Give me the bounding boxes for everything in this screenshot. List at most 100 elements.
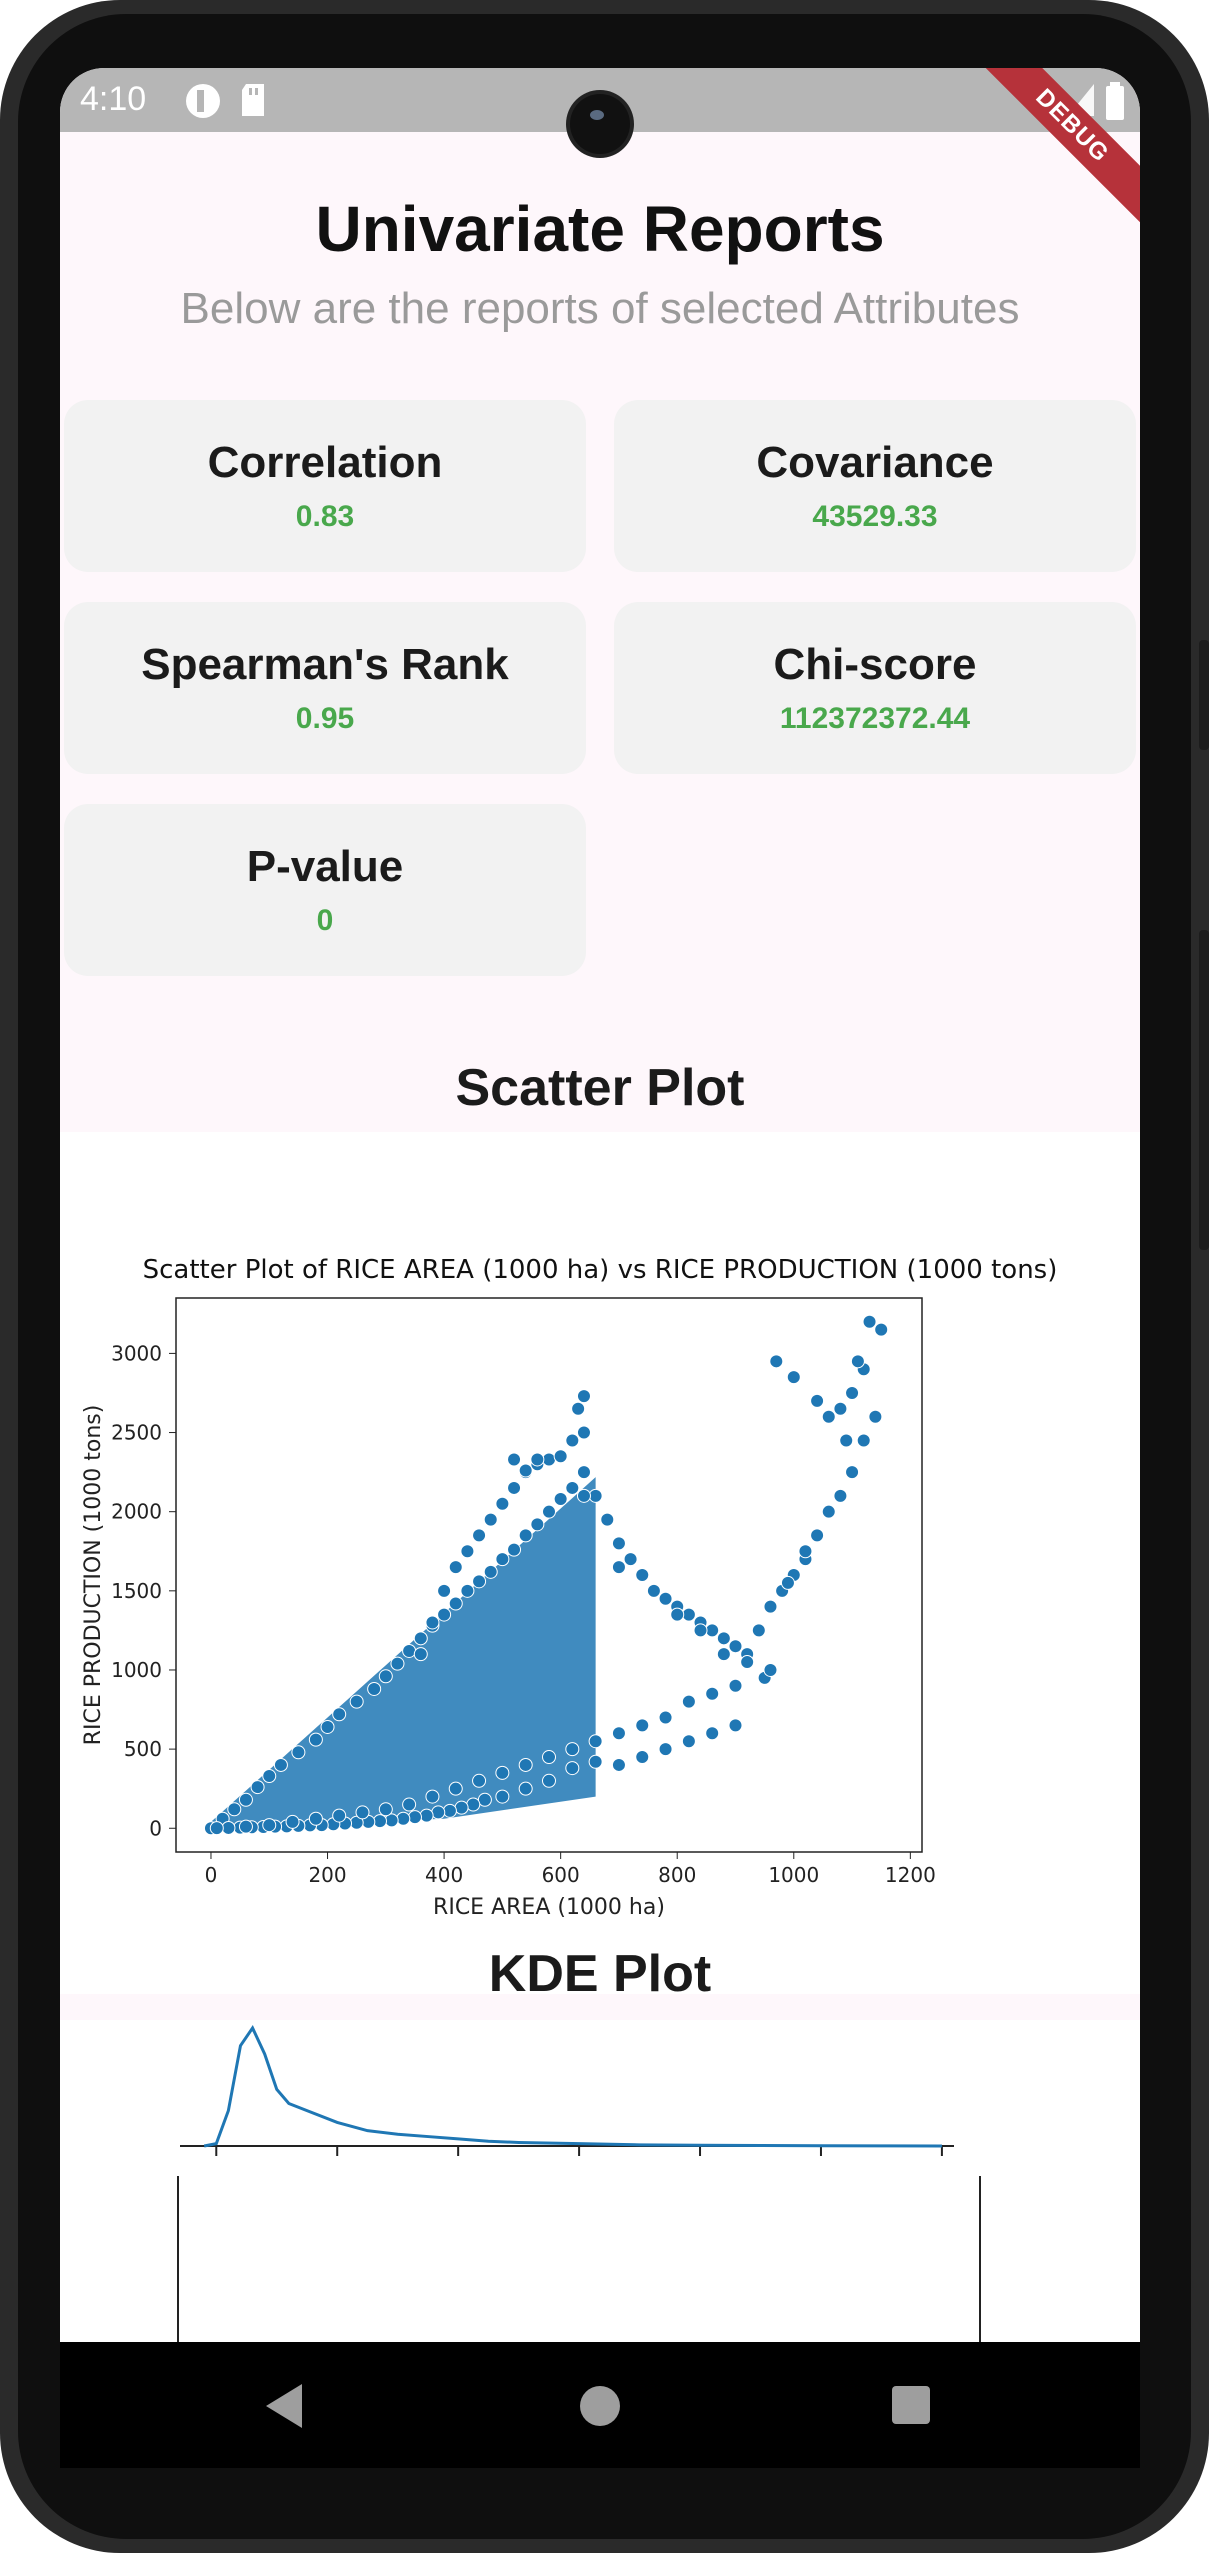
scatter-point [518,1781,533,1796]
scatter-point [728,1678,743,1693]
stat-card-spearmans-rank: Spearman's Rank 0.95 [64,602,586,774]
scatter-point [716,1631,731,1646]
scatter-point [477,1792,492,1807]
scatter-point [705,1686,720,1701]
scatter-point [798,1544,813,1559]
y-tick-label: 1500 [111,1579,162,1603]
scatter-plot-panel: Scatter Plot of RICE AREA (1000 ha) vs R… [60,1132,1140,1994]
sd-card-icon [242,84,264,116]
y-axis-label: RICE PRODUCTION (1000 tons) [81,1405,106,1746]
scatter-point [250,1780,265,1795]
scatter-point [273,1757,288,1772]
stat-card-covariance: Covariance 43529.33 [614,400,1136,572]
scatter-point [845,1385,860,1400]
scatter-point [728,1639,743,1654]
chart-title: Scatter Plot of RICE AREA (1000 ha) vs R… [143,1255,1058,1285]
x-tick-label: 0 [205,1863,218,1887]
scatter-point [576,1389,591,1404]
scatter-point [332,1808,347,1823]
scatter-point [262,1818,277,1833]
scatter-point [402,1643,417,1658]
scatter-point [646,1583,661,1598]
stat-value: 112372372.44 [779,702,971,735]
scatter-point [833,1401,848,1416]
scatter-point [588,1754,603,1769]
scatter-point [611,1536,626,1551]
scatter-point [454,1800,469,1815]
scatter-point [518,1463,533,1478]
scatter-point [611,1726,626,1741]
scatter-point [542,1452,556,1467]
back-icon[interactable] [266,2384,302,2428]
scatter-point [530,1452,545,1467]
scatter-point [839,1433,854,1448]
scatter-point [576,1465,591,1480]
scatter-point [472,1773,487,1788]
scatter-point [448,1596,463,1611]
y-tick-label: 500 [124,1737,162,1761]
scatter-point [681,1694,696,1709]
scatter-point [635,1718,650,1733]
scatter-point [378,1669,393,1684]
scatter-point [681,1734,696,1749]
scatter-point [448,1781,463,1796]
stat-value: 43529.33 [812,500,938,533]
scatter-point [658,1742,673,1757]
stat-card-correlation: Correlation 0.83 [64,400,586,572]
scatter-point [833,1488,848,1503]
scatter-point [693,1623,708,1638]
scatter-plot: Scatter Plot of RICE AREA (1000 ha) vs R… [81,1255,1058,1920]
scatter-point [588,1488,603,1503]
scatter-point [437,1607,452,1622]
scatter-point [221,1820,236,1835]
scatter-point [611,1757,626,1772]
scatter-point [291,1745,306,1760]
scatter-point [740,1655,755,1670]
scatter-point [308,1732,323,1747]
x-tick-label: 200 [308,1863,346,1887]
scatter-point [658,1710,673,1725]
scatter-point [681,1607,696,1622]
stat-label: P-value [246,842,404,891]
scatter-point [856,1433,871,1448]
scatter-point [372,1814,387,1829]
scatter-point [238,1792,253,1807]
scatter-point [705,1623,720,1638]
stat-value: 0.83 [295,500,355,533]
x-tick-label: 1200 [885,1863,936,1887]
x-axis-label: RICE AREA (1000 ha) [433,1895,665,1920]
y-tick-label: 1000 [111,1658,162,1682]
stat-label: Correlation [207,438,443,487]
scatter-point [507,1480,522,1495]
scatter-point [425,1615,440,1630]
scatter-point [810,1393,825,1408]
camera-cutout [570,94,630,154]
scatter-point [460,1544,475,1559]
scatter-point [413,1631,428,1646]
recents-icon[interactable] [892,2386,930,2424]
stat-card-p-value: P-value 0 [64,804,586,976]
scatter-point [763,1599,778,1614]
scatter-point [565,1433,580,1448]
home-icon[interactable] [580,2386,620,2426]
x-tick-label: 800 [658,1863,696,1887]
scatter-point [495,1789,510,1804]
scatter-point [705,1726,720,1741]
system-nav-bar [60,2342,1140,2468]
scatter-point [460,1583,475,1598]
scatter-point [728,1718,743,1733]
y-tick-label: 0 [149,1816,162,1840]
page-title: Univariate Reports [315,193,885,265]
scatter-point [623,1552,638,1567]
x-tick-label: 400 [425,1863,463,1887]
x-tick-label: 600 [542,1863,580,1887]
scatter-point [821,1504,836,1519]
scatter-point [821,1409,836,1424]
y-tick-label: 2500 [111,1421,162,1445]
scatter-point [495,1496,510,1511]
scatter-point [495,1552,510,1567]
scatter-point [419,1808,434,1823]
scatter-point [565,1761,580,1776]
scatter-point [635,1568,650,1582]
scatter-point [355,1805,370,1820]
